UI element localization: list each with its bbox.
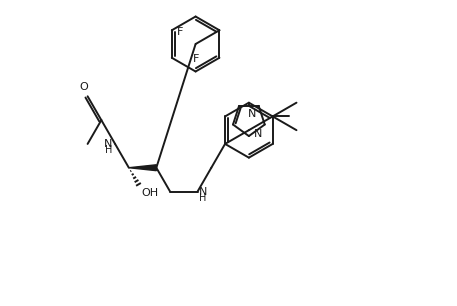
Text: H: H [105,145,112,155]
Text: N: N [248,109,257,119]
Text: N: N [254,129,262,139]
Text: O: O [80,82,88,92]
Text: N: N [198,187,207,196]
Polygon shape [129,165,156,171]
Text: H: H [198,193,206,203]
Text: N: N [104,139,112,149]
Text: OH: OH [141,188,159,198]
Text: F: F [177,27,183,37]
Text: F: F [192,54,199,64]
